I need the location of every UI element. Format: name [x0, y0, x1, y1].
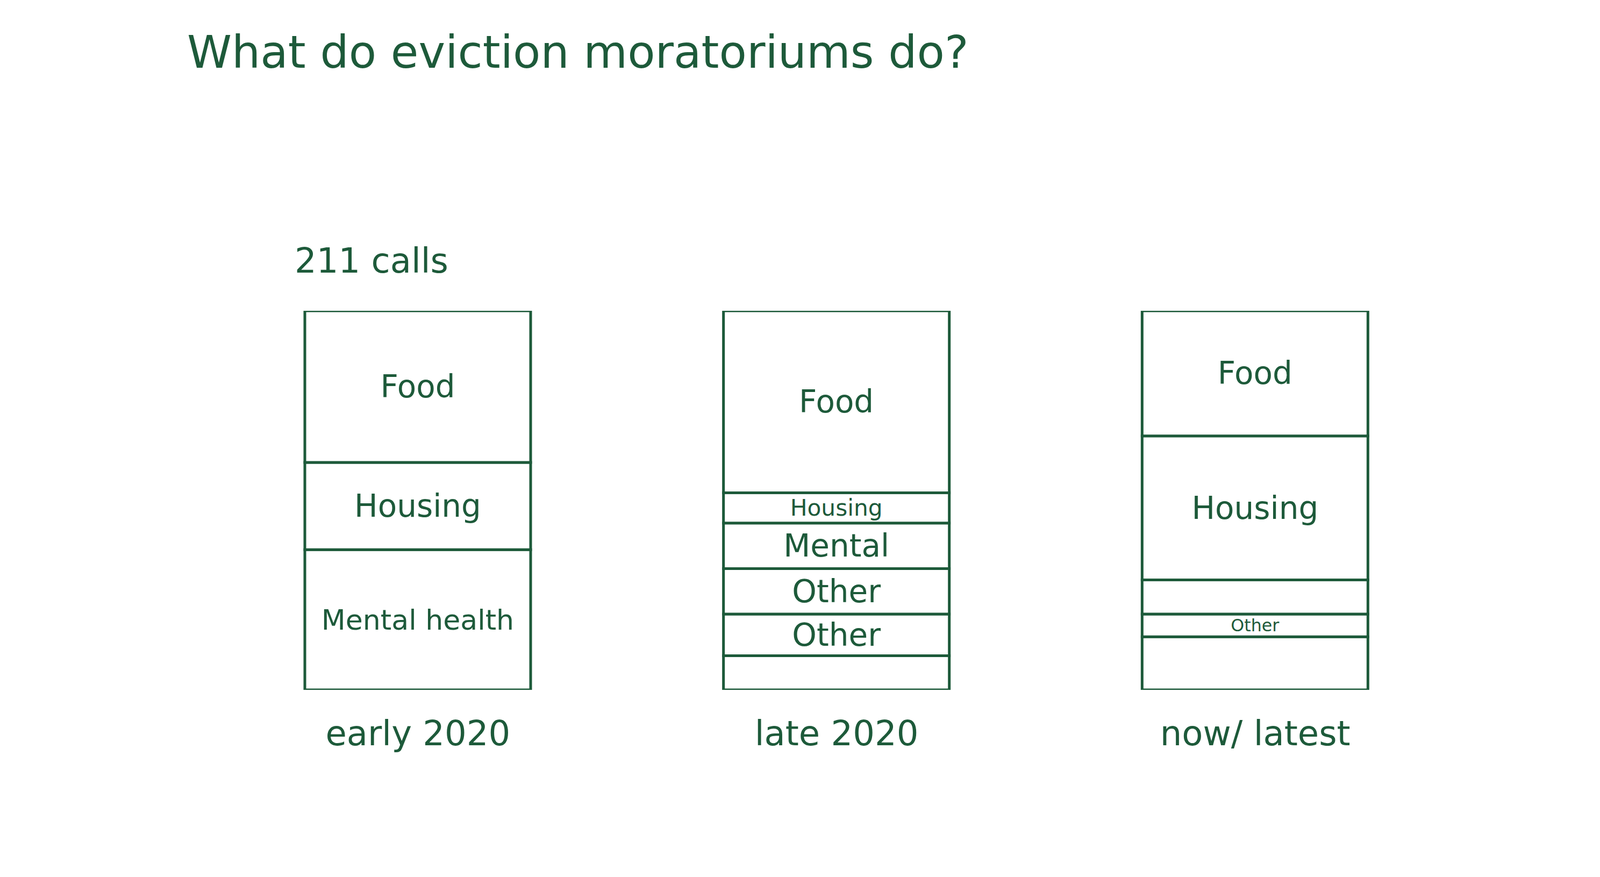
svg-text:Housing: Housing	[354, 487, 482, 525]
svg-text:Mental: Mental	[783, 527, 890, 564]
svg-text:early 2020: early 2020	[325, 713, 511, 754]
svg-text:Housing: Housing	[1191, 489, 1319, 527]
svg-text:Mental health: Mental health	[321, 603, 514, 637]
svg-text:Other: Other	[791, 616, 881, 654]
svg-text:Food: Food	[798, 383, 874, 420]
svg-text:late 2020: late 2020	[754, 713, 919, 754]
svg-text:Food: Food	[1217, 354, 1293, 392]
svg-text:Other: Other	[791, 573, 881, 610]
html-text:211 calls: 211 calls	[294, 240, 449, 281]
svg-text:Food: Food	[380, 368, 455, 405]
svg-text:Housing: Housing	[790, 494, 883, 521]
svg-text:Other: Other	[1230, 615, 1280, 635]
svg-text:now/ latest: now/ latest	[1160, 713, 1351, 754]
html-text:What do eviction moratoriums d: What do eviction moratoriums do?	[187, 25, 969, 79]
